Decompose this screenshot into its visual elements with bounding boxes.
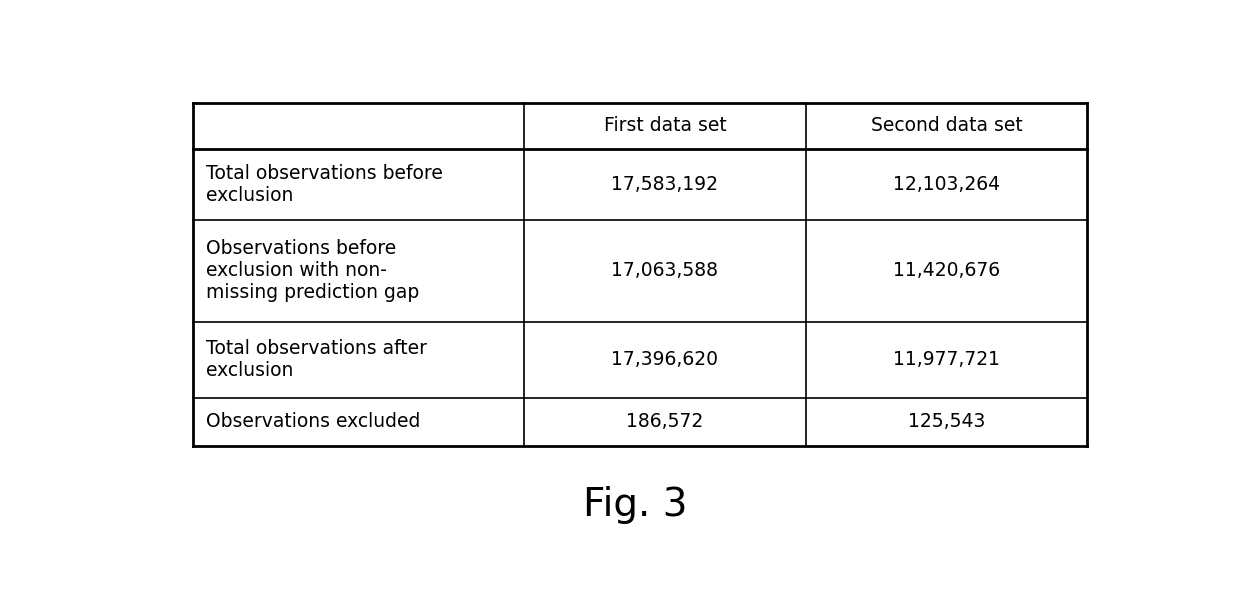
Text: Observations excluded: Observations excluded [206,412,420,431]
Text: Second data set: Second data set [870,116,1022,135]
Text: 11,420,676: 11,420,676 [893,262,999,280]
Text: 17,583,192: 17,583,192 [611,175,718,194]
Text: 186,572: 186,572 [626,412,703,431]
Text: Fig. 3: Fig. 3 [583,486,688,524]
Text: Total observations after
exclusion: Total observations after exclusion [206,339,427,381]
Text: First data set: First data set [604,116,727,135]
Text: 11,977,721: 11,977,721 [893,350,999,369]
Text: 17,396,620: 17,396,620 [611,350,718,369]
Text: 125,543: 125,543 [908,412,985,431]
Text: 17,063,588: 17,063,588 [611,262,718,280]
Text: 12,103,264: 12,103,264 [893,175,999,194]
Text: Observations before
exclusion with non-
missing prediction gap: Observations before exclusion with non- … [206,240,419,302]
Text: Total observations before
exclusion: Total observations before exclusion [206,164,443,205]
